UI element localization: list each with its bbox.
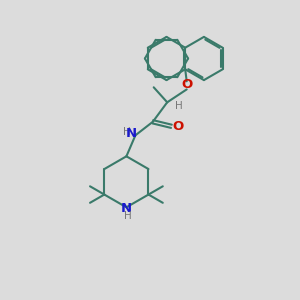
Text: O: O (181, 78, 192, 92)
Text: H: H (124, 211, 132, 221)
Text: H: H (175, 101, 182, 111)
Text: O: O (172, 120, 184, 133)
Text: N: N (121, 202, 132, 215)
Text: H: H (123, 127, 131, 137)
Text: N: N (126, 127, 137, 140)
